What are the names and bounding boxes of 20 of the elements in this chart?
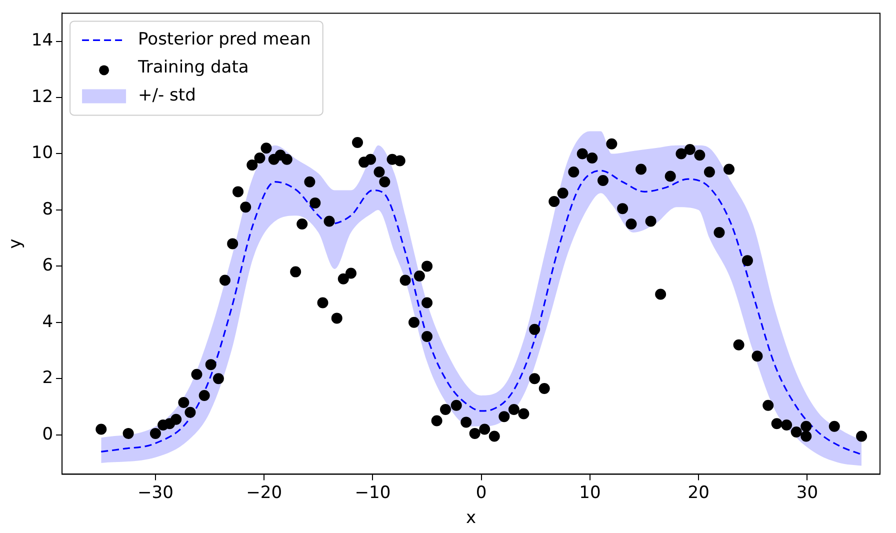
legend-label: Training data <box>137 58 249 78</box>
y-tick-label: 8 <box>42 199 54 220</box>
x-tick-label: 0 <box>476 482 487 503</box>
x-tick-label: −10 <box>354 482 391 503</box>
y-tick-label: 6 <box>42 256 54 276</box>
y-tick-label: 2 <box>42 368 54 388</box>
legend-label: +/- std <box>138 86 196 106</box>
y-tick-label: 12 <box>31 86 54 107</box>
y-tick-label: 0 <box>42 424 54 444</box>
y-tick-label: 14 <box>31 30 54 51</box>
x-tick-label: −30 <box>138 482 174 503</box>
y-axis-title: y <box>6 238 26 249</box>
x-axis-title: x <box>466 508 476 528</box>
legend-label: Posterior pred mean <box>138 30 311 50</box>
y-tick-label: 10 <box>31 143 54 164</box>
x-tick-label: 20 <box>688 482 710 503</box>
x-tick-label: −20 <box>246 482 282 503</box>
x-tick-label: 10 <box>579 482 601 503</box>
y-tick-label: 4 <box>42 312 54 332</box>
x-tick-label: 30 <box>796 482 818 503</box>
